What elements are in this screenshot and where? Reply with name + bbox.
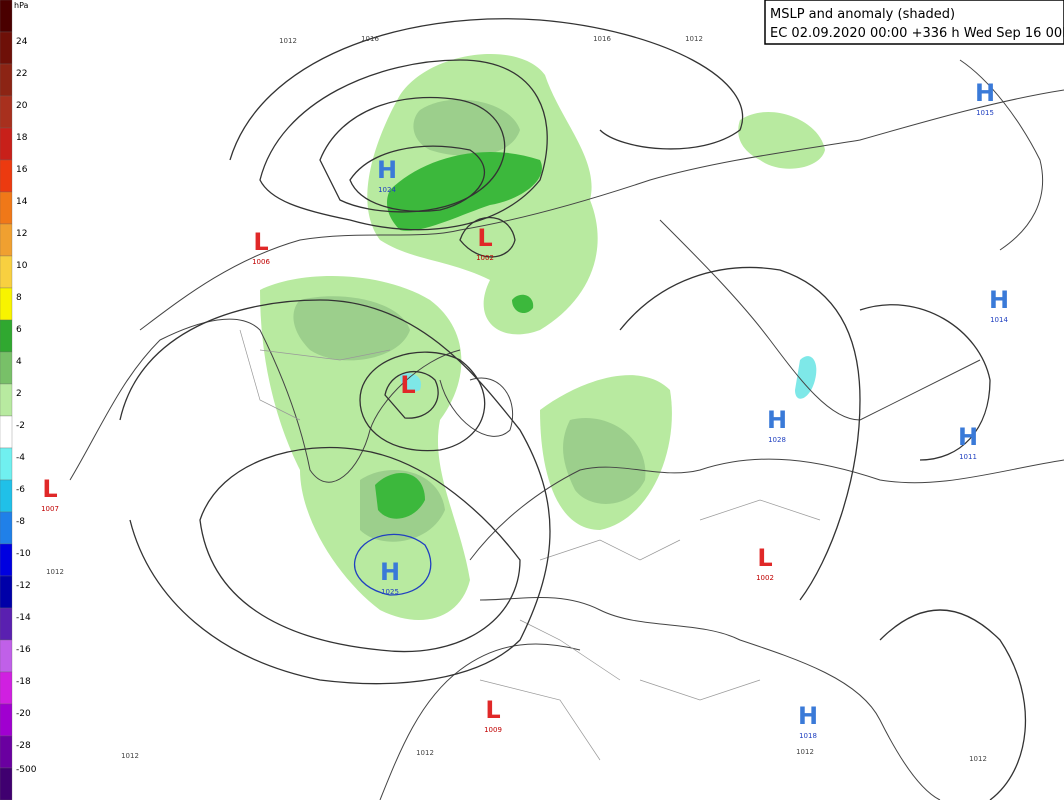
pressure-center-value: 1002 bbox=[756, 574, 774, 582]
isobar-label: 1016 bbox=[361, 35, 379, 43]
colorbar-swatch bbox=[0, 319, 13, 353]
legend-label: 12 bbox=[16, 229, 27, 239]
legend-label: 8 bbox=[16, 293, 22, 303]
colorbar-swatch bbox=[0, 735, 13, 769]
colorbar-swatch bbox=[0, 287, 13, 321]
pressure-center-symbol: H bbox=[380, 558, 400, 586]
legend-label: 16 bbox=[16, 165, 28, 175]
title-line: MSLP and anomaly (shaded) bbox=[770, 7, 955, 22]
colorbar-swatch bbox=[0, 479, 13, 513]
legend-label: -2 bbox=[16, 421, 25, 431]
colorbar-swatch bbox=[0, 95, 13, 129]
pressure-center-value: 1011 bbox=[959, 453, 977, 461]
isobar-label: 1012 bbox=[279, 37, 297, 45]
legend-label: 6 bbox=[16, 325, 22, 335]
legend-label: 14 bbox=[16, 197, 28, 207]
legend-label: 2 bbox=[16, 389, 22, 399]
pressure-center-symbol: H bbox=[958, 423, 978, 451]
pressure-center-value: 1002 bbox=[476, 254, 494, 262]
pressure-center-symbol: L bbox=[400, 371, 415, 399]
legend-label: -20 bbox=[16, 709, 31, 719]
legend-label: 24 bbox=[16, 37, 28, 47]
legend-label: 4 bbox=[16, 357, 22, 367]
isobar-label: 1012 bbox=[416, 749, 434, 757]
pressure-center-symbol: H bbox=[989, 286, 1009, 314]
colorbar-swatch bbox=[0, 767, 13, 800]
pressure-center-value: 1018 bbox=[799, 732, 817, 740]
colorbar-swatch bbox=[0, 191, 13, 225]
colorbar-swatch bbox=[0, 447, 13, 481]
legend-unit: hPa bbox=[14, 1, 29, 10]
pressure-center-value: 1015 bbox=[976, 109, 994, 117]
legend-label: -500 bbox=[16, 765, 37, 775]
pressure-center-symbol: H bbox=[767, 406, 787, 434]
legend-label: -18 bbox=[16, 677, 31, 687]
colorbar-swatch bbox=[0, 223, 13, 257]
pressure-center-symbol: L bbox=[485, 696, 500, 724]
pressure-center-value: 1009 bbox=[484, 726, 502, 734]
colorbar-swatch bbox=[0, 351, 13, 385]
isobar-label: 1012 bbox=[796, 748, 814, 756]
legend-label: 20 bbox=[16, 101, 28, 111]
legend-label: -16 bbox=[16, 645, 31, 655]
isobar-label: 1012 bbox=[685, 35, 703, 43]
legend-label: -8 bbox=[16, 517, 25, 527]
title-line: EC 02.09.2020 00:00 +336 h Wed Sep 16 00… bbox=[770, 26, 1064, 41]
pressure-center-symbol: L bbox=[757, 544, 772, 572]
colorbar-swatch bbox=[0, 511, 13, 545]
isobar-label: 1012 bbox=[121, 752, 139, 760]
pressure-center-symbol: L bbox=[253, 228, 268, 256]
pressure-center-value: 1024 bbox=[378, 186, 396, 194]
isobars bbox=[119, 18, 1027, 800]
pressure-center-value: 1025 bbox=[381, 588, 399, 596]
pressure-center-symbol: H bbox=[798, 702, 818, 730]
pressure-center-value: 1028 bbox=[768, 436, 786, 444]
legend-label: -28 bbox=[16, 741, 31, 751]
colorbar-swatch bbox=[0, 639, 13, 673]
pressure-center-symbol: L bbox=[42, 475, 57, 503]
anomaly-shading bbox=[260, 53, 825, 620]
colorbar-swatch bbox=[0, 383, 13, 417]
colorbar-swatch bbox=[0, 575, 13, 609]
colorbar-swatch bbox=[0, 415, 13, 449]
legend-label: 22 bbox=[16, 69, 27, 79]
legend-label: 18 bbox=[16, 133, 28, 143]
pressure-center-symbol: H bbox=[975, 79, 995, 107]
colorbar-swatch bbox=[0, 127, 13, 161]
pressure-center-symbol: L bbox=[477, 224, 492, 252]
colorbar bbox=[0, 0, 13, 800]
pressure-center-value: 1014 bbox=[990, 316, 1008, 324]
colorbar-swatch bbox=[0, 159, 13, 193]
colorbar-swatch bbox=[0, 63, 13, 97]
colorbar-swatch bbox=[0, 0, 13, 33]
legend-label: -10 bbox=[16, 549, 31, 559]
colorbar-swatch bbox=[0, 543, 13, 577]
legend-label: -4 bbox=[16, 453, 25, 463]
colorbar-swatch bbox=[0, 671, 13, 705]
pressure-center-value: 1007 bbox=[41, 505, 59, 513]
legend-label: -6 bbox=[16, 485, 25, 495]
legend-label: 10 bbox=[16, 261, 28, 271]
pressure-center-value: 1006 bbox=[252, 258, 270, 266]
colorbar-swatch bbox=[0, 31, 13, 65]
isobar-label: 1012 bbox=[969, 755, 987, 763]
title-box: MSLP and anomaly (shaded) EC 02.09.2020 … bbox=[764, 0, 1064, 45]
legend-label: -14 bbox=[16, 613, 31, 623]
legend-label: -12 bbox=[16, 581, 31, 591]
pressure-center-symbol: H bbox=[377, 156, 397, 184]
colorbar-swatch bbox=[0, 255, 13, 289]
isobar-label: 1016 bbox=[593, 35, 611, 43]
colorbar-swatch bbox=[0, 607, 13, 641]
isobar-label: 1012 bbox=[46, 568, 64, 576]
colorbar-swatch bbox=[0, 703, 13, 737]
